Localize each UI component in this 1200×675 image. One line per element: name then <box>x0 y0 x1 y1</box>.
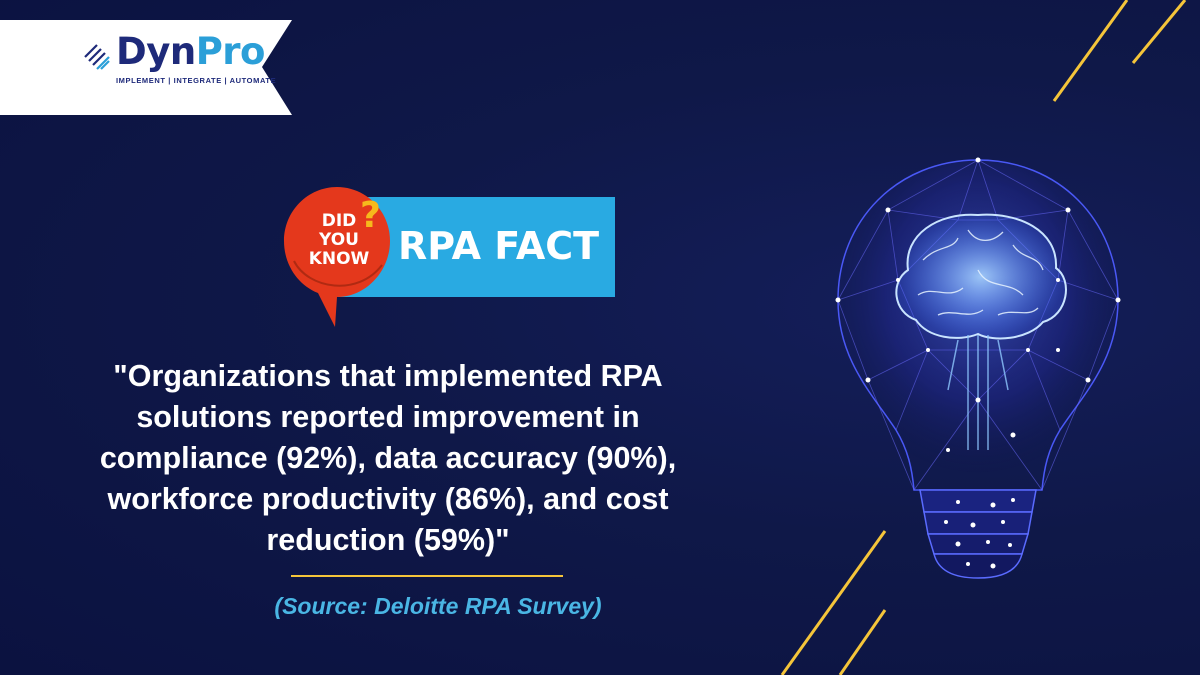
fact-quote: "Organizations that implemented RPA solu… <box>99 359 677 557</box>
source-citation: (Source: Deloitte RPA Survey) <box>274 593 602 619</box>
did-you-know-pin-icon <box>284 187 390 327</box>
did-you-know-text: DID YOU KNOW <box>294 212 384 269</box>
rpa-fact-label: RPA FACT <box>398 224 600 268</box>
did-you-know-line3: KNOW <box>308 249 370 269</box>
logo-banner-background <box>0 20 292 115</box>
brand-tagline: IMPLEMENT | INTEGRATE | AUTOMATE <box>116 76 277 85</box>
brand-name-dyn: Dyn <box>116 30 196 73</box>
quote-divider <box>291 575 563 577</box>
did-you-know-line1: DID <box>321 211 357 231</box>
brand-wordmark: DynPro <box>116 30 265 74</box>
dynpro-logo-icon <box>84 44 110 70</box>
did-you-know-line2: YOU <box>319 230 359 250</box>
lightbulb-brain-icon <box>835 157 1121 579</box>
question-mark-icon: ? <box>360 195 381 236</box>
brand-logo-banner <box>0 20 292 115</box>
brand-name-pro: Pro <box>195 30 266 73</box>
